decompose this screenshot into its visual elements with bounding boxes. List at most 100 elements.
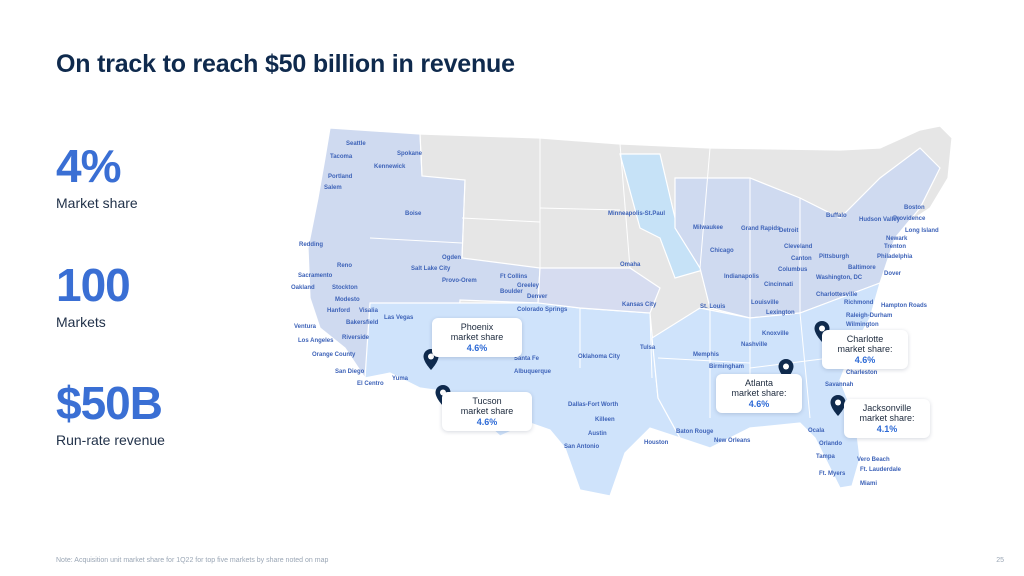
city-label: Providence (893, 216, 926, 222)
callout-city: Atlanta (744, 378, 774, 388)
city-label: Dallas-Fort Worth (568, 402, 619, 408)
callout-label: market share: (731, 388, 787, 399)
callout-label: market share: (837, 344, 893, 355)
callout-share: 4.6% (476, 416, 498, 427)
footnote: Note: Acquisition unit market share for … (56, 557, 329, 564)
city-label: Colorado Springs (517, 307, 568, 313)
city-label: Boston (904, 205, 925, 211)
city-label: San Antonio (564, 444, 600, 450)
city-label: Las Vegas (384, 315, 414, 321)
callout-jacksonville: Jacksonville market share: 4.1% (844, 399, 930, 439)
city-label: Salem (324, 185, 342, 191)
city-label: Redding (299, 242, 323, 248)
stat-run-rate-revenue: $50B Run-rate revenue (56, 380, 165, 448)
callout-share: 4.1% (876, 423, 898, 434)
us-market-map: Seattle Tacoma Spokane Kennewick Portlan… (280, 118, 960, 498)
city-label: Hudson Valley (859, 217, 901, 223)
city-label: Indianapolis (724, 274, 760, 280)
callout-charlotte: Charlotte market share: 4.6% (822, 330, 908, 370)
city-label: Charleston (846, 370, 878, 376)
city-label: Canton (791, 256, 812, 262)
city-label: Columbus (778, 267, 808, 273)
city-label: San Diego (335, 369, 365, 375)
city-label: Buffalo (826, 213, 847, 219)
city-label: Philadelphia (877, 254, 913, 260)
callout-share: 4.6% (854, 354, 876, 365)
city-label: Louisville (751, 300, 779, 306)
city-label: Tulsa (640, 345, 656, 351)
city-label: Denver (527, 294, 548, 300)
callout-atlanta: Atlanta market share: 4.6% (716, 374, 802, 414)
city-label: Spokane (397, 151, 423, 157)
city-label: Hanford (327, 308, 350, 314)
stat-value: $50B (56, 377, 163, 429)
city-label: Oakland (291, 285, 315, 291)
city-label: Tampa (816, 454, 835, 460)
city-label: Boulder (500, 289, 523, 295)
city-label: Ventura (294, 324, 317, 330)
callout-tucson: Tucson market share 4.6% (442, 392, 532, 432)
city-label: Stockton (332, 285, 358, 291)
city-label: Newark (886, 236, 908, 242)
city-label: Memphis (693, 352, 720, 358)
callout-label: market share (460, 406, 514, 417)
city-label: Yuma (392, 376, 409, 382)
us-map-shape (307, 125, 953, 497)
city-label: Killeen (595, 417, 615, 423)
page-number: 25 (996, 557, 1004, 564)
city-label: Oklahoma City (578, 354, 621, 360)
city-label: Grand Rapids (741, 226, 781, 232)
city-label: Salt Lake City (411, 266, 451, 272)
city-label: New Orleans (714, 438, 751, 444)
callout-label: market share (450, 332, 504, 343)
city-label: Knoxville (762, 331, 789, 337)
stat-markets: 100 Markets (56, 262, 131, 330)
city-label: Cleveland (784, 244, 813, 250)
callout-city: Charlotte (846, 334, 884, 344)
city-label: Kansas City (622, 302, 657, 308)
city-label: Kennewick (374, 164, 406, 170)
city-label: Vero Beach (857, 457, 890, 463)
city-label: Tacoma (330, 154, 353, 160)
city-label: Pittsburgh (819, 254, 849, 260)
city-label: Seattle (346, 141, 366, 147)
city-label: Boise (405, 211, 422, 217)
city-label: Portland (328, 174, 353, 180)
city-label: Ft. Myers (819, 471, 846, 477)
callout-share: 4.6% (748, 398, 770, 409)
city-label: St. Louis (700, 304, 726, 310)
city-label: Savannah (825, 382, 854, 388)
city-label: Long Island (905, 228, 939, 234)
city-label: Nashville (741, 342, 768, 348)
city-label: Richmond (844, 300, 874, 306)
city-label: Modesto (335, 297, 360, 303)
stat-label: Market share (56, 195, 138, 211)
city-label: El Centro (357, 381, 384, 387)
city-label: Houston (644, 440, 669, 446)
city-label: Minneapolis-St.Paul (608, 211, 666, 217)
stat-label: Run-rate revenue (56, 432, 165, 448)
city-label: Birmingham (709, 364, 745, 370)
city-label: Wilmington (846, 322, 879, 328)
city-label: Ft. Lauderdale (860, 467, 902, 473)
page-title: On track to reach $50 billion in revenue (56, 50, 515, 78)
callout-city: Jacksonville (862, 403, 912, 413)
stat-value: 4% (56, 140, 121, 192)
city-label: Cincinnati (764, 282, 794, 288)
city-label: Ogden (442, 255, 461, 261)
city-label: Ocala (808, 428, 825, 434)
city-label: Hampton Roads (881, 303, 928, 309)
map-pin-icon (830, 395, 846, 416)
city-label: Provo-Orem (442, 278, 477, 284)
city-label: Trenton (884, 244, 906, 250)
stat-label: Markets (56, 314, 106, 330)
city-label: Austin (588, 431, 607, 437)
city-label: Omaha (620, 262, 641, 268)
city-label: Ft Collins (500, 274, 528, 280)
city-label: Raleigh-Durham (846, 313, 893, 319)
city-label: Orange County (312, 352, 356, 358)
city-label: Visalia (359, 308, 378, 314)
city-label: Charlottesville (816, 292, 858, 298)
city-label: Washington, DC (816, 275, 863, 281)
city-label: Lexington (766, 310, 795, 316)
